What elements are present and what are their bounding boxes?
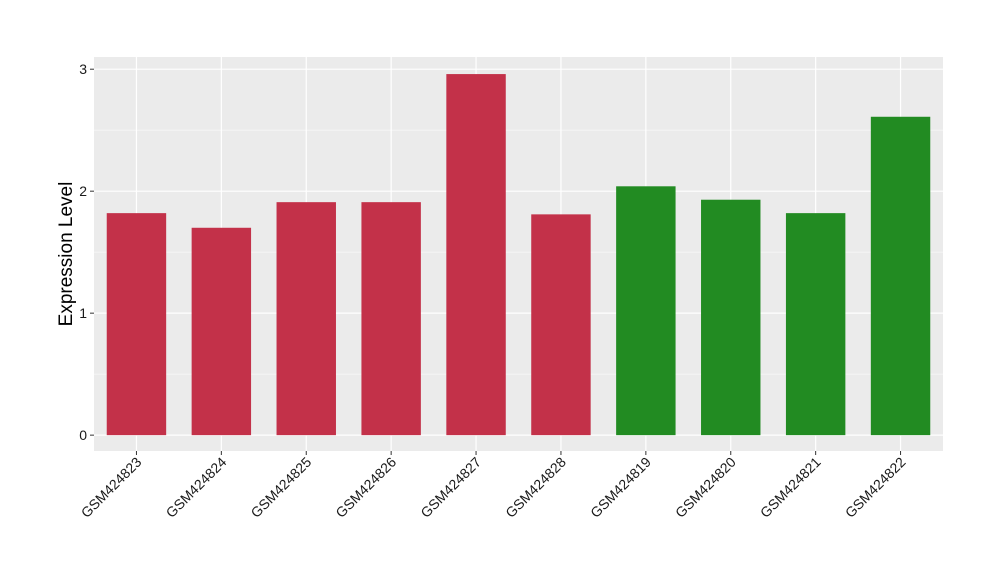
x-tick-label: GSM424820 — [672, 454, 739, 521]
bar-GSM424826 — [361, 202, 421, 436]
y-tick-label: 3 — [79, 61, 87, 77]
bar-GSM424824 — [191, 227, 252, 436]
bar-GSM424821 — [785, 213, 846, 436]
x-tick-label: GSM424822 — [842, 454, 909, 521]
y-tick-label: 2 — [79, 183, 87, 199]
x-tick-label: GSM424825 — [247, 454, 314, 521]
bar-GSM424827 — [446, 74, 506, 436]
bars — [106, 74, 931, 436]
y-tick-label: 1 — [79, 305, 87, 321]
x-tick-label: GSM424823 — [78, 454, 145, 521]
y-axis: 0 1 2 3 — [79, 61, 94, 443]
bar-GSM424820 — [701, 199, 761, 436]
bar-GSM424823 — [106, 213, 167, 436]
bar-GSM424825 — [276, 202, 336, 436]
x-tick-label: GSM424821 — [757, 454, 824, 521]
x-axis: GSM424823 GSM424824 GSM424825 GSM424826 GSM4… — [78, 451, 909, 521]
x-tick-label: GSM424827 — [417, 454, 484, 521]
y-tick-label: 0 — [79, 427, 87, 443]
x-tick-label: GSM424826 — [332, 454, 399, 521]
x-tick-label: GSM424828 — [502, 454, 569, 521]
bar-GSM424822 — [870, 116, 931, 436]
x-tick-label: GSM424819 — [587, 454, 654, 521]
bar-GSM424819 — [616, 186, 676, 436]
x-tick-label: GSM424824 — [163, 454, 230, 521]
bar-GSM424828 — [531, 214, 591, 436]
y-axis-title: Expression Level — [56, 182, 77, 327]
